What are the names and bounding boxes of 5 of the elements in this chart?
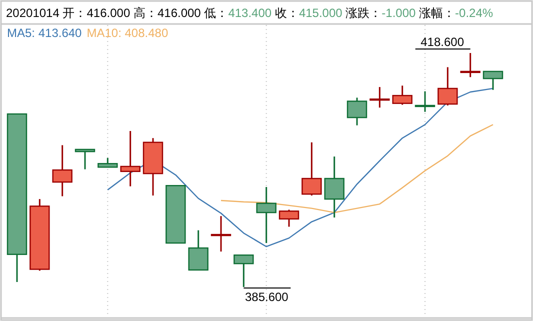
text: MA10: 408.480 bbox=[86, 26, 168, 40]
text: 418.600 bbox=[420, 35, 464, 49]
chart-title: 20201014 开：416.000 高：416.000 低：413.400 收：415.000 涨跌：-1.000 涨幅：-0.24% bbox=[6, 6, 494, 20]
text: MA5: 413.640 bbox=[7, 26, 82, 40]
text: 385.600 bbox=[244, 290, 289, 304]
